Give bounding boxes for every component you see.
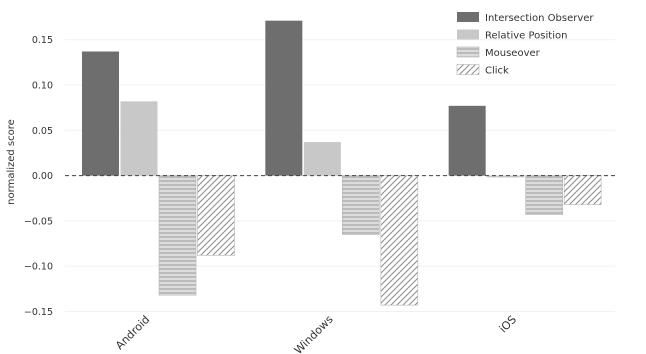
- bar-intersection-observer-windows: [265, 20, 303, 176]
- bar-click-ios: [563, 175, 602, 205]
- legend-swatch-intersection-observer: [457, 12, 479, 22]
- legend-swatch-mouseover: [456, 46, 480, 58]
- legend-swatch-click: [456, 64, 480, 75]
- legend-label-mouseover: Mouseover: [485, 48, 541, 59]
- y-tick-label: 0.05: [32, 126, 53, 137]
- bar-intersection-observer-android: [82, 51, 119, 176]
- bar-mouseover-android: [158, 175, 197, 296]
- y-tick-label: 0.10: [32, 81, 53, 92]
- bar-mouseover-windows: [342, 175, 380, 235]
- x-axis: Android Windows iOS: [113, 313, 519, 354]
- bar-relative-position-android: [120, 101, 158, 176]
- y-tick-label: 0.15: [32, 35, 53, 46]
- bar-click-windows: [380, 175, 419, 306]
- legend-label-intersection-observer: Intersection Observer: [485, 13, 594, 24]
- legend-label-click: Click: [485, 66, 509, 77]
- bar-relative-position-ios: [487, 175, 525, 178]
- y-axis-label: normalized score: [6, 119, 17, 205]
- y-axis: −0.15 −0.10 −0.05 0.00 0.05 0.10 0.15: [24, 35, 53, 318]
- x-tick-label-windows: Windows: [292, 313, 336, 354]
- y-tick-label: 0.00: [32, 171, 53, 182]
- legend-swatch-relative-position: [457, 29, 479, 40]
- bar-intersection-observer-ios: [448, 105, 486, 176]
- y-tick-label: −0.05: [24, 216, 53, 227]
- bars: [82, 20, 602, 306]
- bar-relative-position-windows: [303, 142, 341, 176]
- bar-click-android: [197, 175, 235, 256]
- x-tick-label-ios: iOS: [497, 313, 519, 335]
- bar-mouseover-ios: [525, 175, 563, 215]
- y-tick-label: −0.15: [24, 307, 53, 318]
- legend-label-relative-position: Relative Position: [485, 31, 567, 42]
- y-tick-label: −0.10: [24, 262, 53, 273]
- x-tick-label-android: Android: [113, 313, 152, 352]
- legend: Intersection Observer Relative Position Mo…: [456, 12, 594, 77]
